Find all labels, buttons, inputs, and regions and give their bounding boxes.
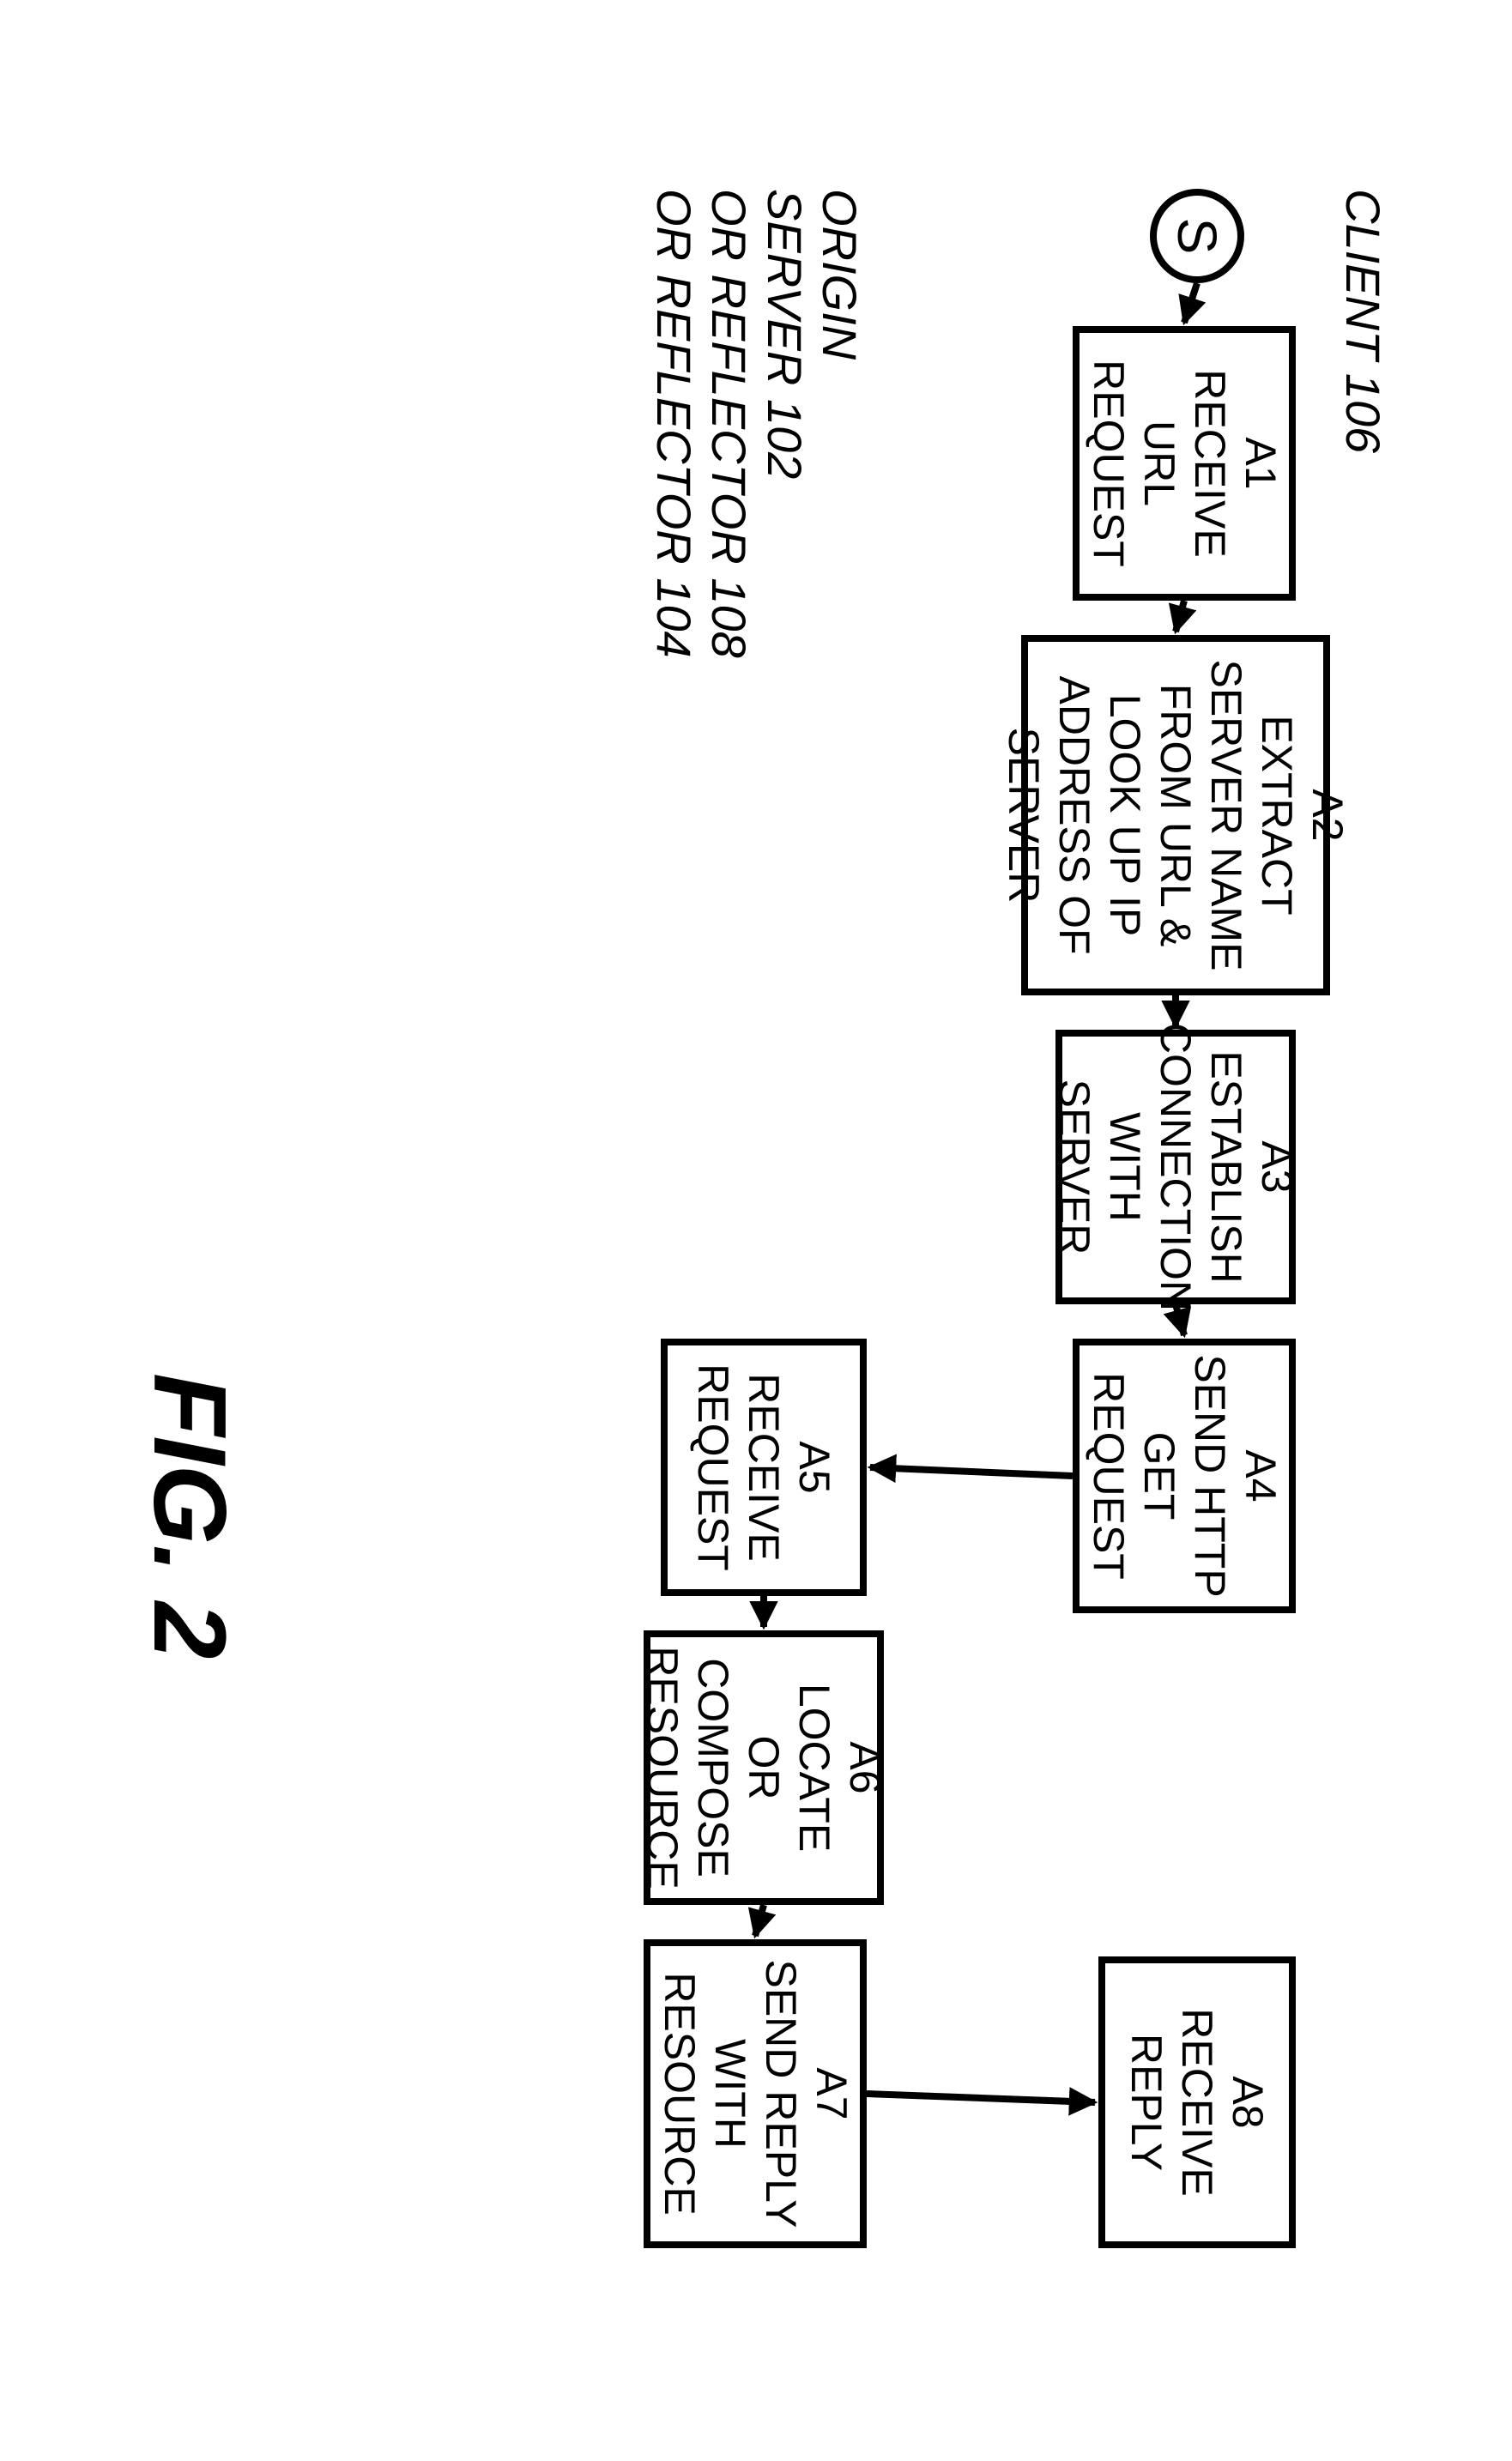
figure-label: FIG. 2 — [130, 1373, 249, 1659]
flow-diagram: CLIENT 106 ORIGIN SERVER 102 OR REFLECTO… — [51, 154, 1467, 2300]
flow-arrows — [51, 154, 1467, 2300]
page: CLIENT 106 ORIGIN SERVER 102 OR REFLECTO… — [0, 0, 1512, 2461]
